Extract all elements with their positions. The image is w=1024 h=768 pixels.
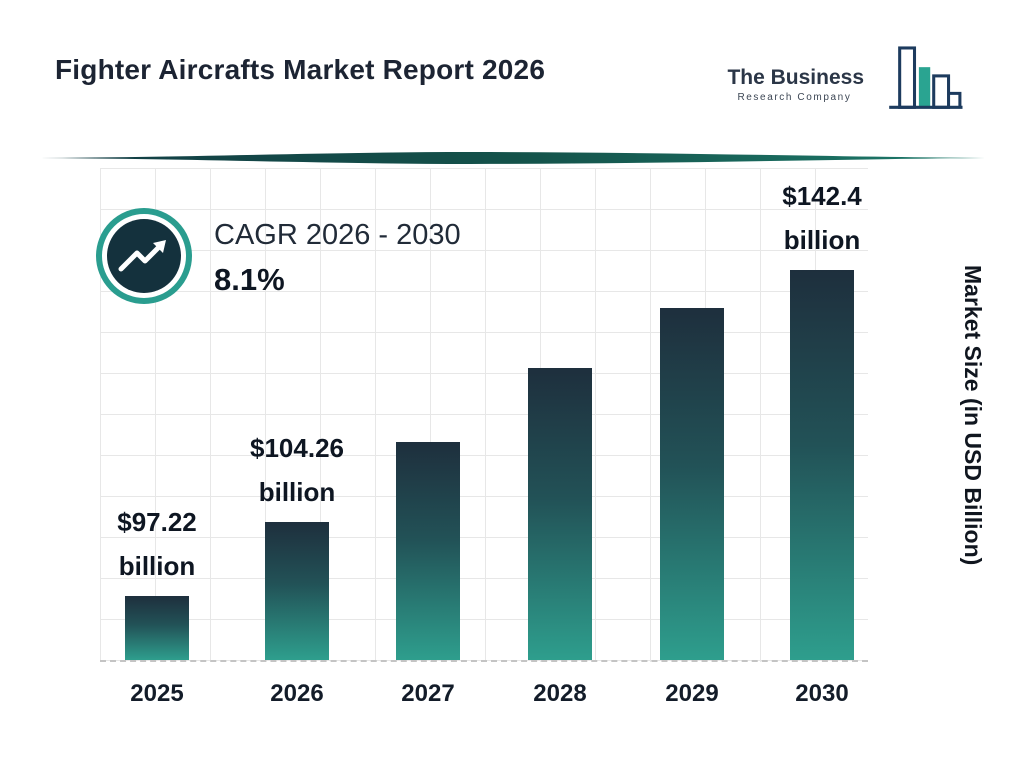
bar-value-label: $104.26 billion <box>177 426 417 514</box>
logo-name: The Business <box>727 66 864 89</box>
bar-group-2025: $97.22 billion 2025 <box>117 507 197 707</box>
company-logo: The Business Research Company <box>727 44 966 125</box>
value-line2: billion <box>258 477 336 507</box>
x-axis-label-2028: 2028 <box>533 680 587 707</box>
bar-group-2027: 2027 <box>396 442 460 707</box>
header-divider <box>40 151 985 164</box>
bar-2029 <box>660 308 724 660</box>
page-title: Fighter Aircrafts Market Report 2026 <box>55 54 546 85</box>
bar-group-2030: $142.4 billion 2030 <box>782 181 862 707</box>
x-axis-label-2030: 2030 <box>795 680 849 707</box>
bar-value-label: $97.22 billion <box>37 500 277 588</box>
cagr-value: 8.1% <box>214 262 285 297</box>
cagr-badge: CAGR 2026 - 2030 8.1% <box>94 206 461 311</box>
trend-up-circle-icon <box>94 206 194 311</box>
bar-value-label: $142.4 billion <box>702 174 942 262</box>
bar-group-2028: 2028 <box>528 368 592 707</box>
bar-2025 <box>125 596 189 660</box>
logo-subtitle: Research Company <box>737 92 852 103</box>
bar-2030 <box>790 270 854 660</box>
bar-2027 <box>396 442 460 660</box>
y-axis-label: Market Size (in USD Billion) <box>960 264 986 566</box>
bar-2028 <box>528 368 592 660</box>
bar-group-2026: $104.26 billion 2026 <box>250 433 344 707</box>
bar-2026 <box>265 522 329 660</box>
bar-chart-logo-icon <box>870 44 966 125</box>
logo-text: The Business Research Company <box>727 66 864 103</box>
x-axis-label-2029: 2029 <box>665 680 719 707</box>
value-line1: $104.26 <box>250 433 344 463</box>
value-line1: $97.22 <box>117 507 197 537</box>
bar-chart: $97.22 billion 2025 $104.26 billion 2026… <box>100 168 868 707</box>
x-axis-label-2025: 2025 <box>130 680 184 707</box>
value-line2: billion <box>118 551 196 581</box>
x-axis-label-2027: 2027 <box>401 680 455 707</box>
cagr-text: CAGR 2026 - 2030 8.1% <box>214 219 461 298</box>
value-line2: billion <box>783 225 861 255</box>
value-line1: $142.4 <box>782 181 862 211</box>
bar-group-2029: 2029 <box>660 308 724 707</box>
cagr-label: CAGR 2026 - 2030 <box>214 219 461 251</box>
x-axis-label-2026: 2026 <box>270 680 324 707</box>
